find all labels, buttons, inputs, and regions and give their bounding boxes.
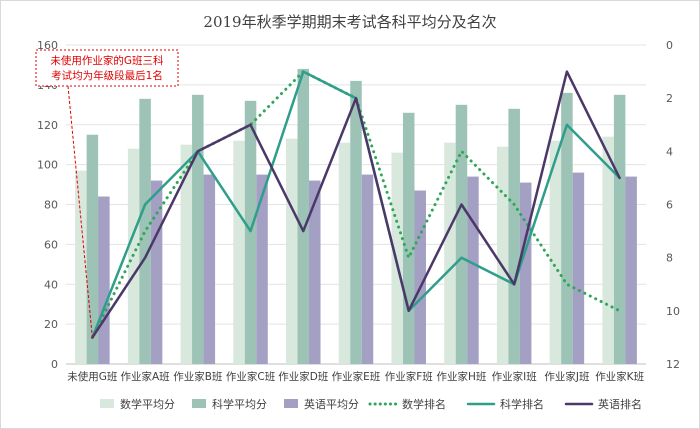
- y-tick-label: 160: [37, 39, 58, 52]
- bar: [192, 94, 204, 364]
- category-label: 作业家H班: [437, 370, 487, 383]
- y-tick-label: 0: [51, 358, 58, 371]
- bar: [286, 138, 298, 364]
- category-label: 作业家B班: [173, 370, 223, 383]
- chart-title: 2019年秋季学期期末考试各科平均分及名次: [203, 13, 496, 31]
- series-line: [91, 70, 621, 339]
- legend-label: 科学平均分: [212, 397, 267, 411]
- bar: [455, 104, 468, 364]
- legend-item: 数学平均分: [100, 397, 175, 411]
- legend-item: 科学排名: [466, 397, 544, 411]
- y-tick-label: 40: [44, 278, 58, 291]
- bar: [350, 80, 362, 364]
- legend-label: 科学排名: [500, 397, 544, 411]
- bar: [203, 174, 216, 364]
- bar: [338, 142, 351, 364]
- bar: [402, 112, 415, 364]
- y2-tick-label: 8: [666, 252, 673, 265]
- legend-swatch: [284, 399, 298, 408]
- y-tick-label: 60: [44, 238, 58, 251]
- bar: [519, 182, 532, 364]
- y2-tick-label: 12: [666, 358, 680, 371]
- bar: [414, 190, 426, 364]
- legend-label: 数学排名: [402, 397, 446, 411]
- legend-item: 数学排名: [368, 397, 446, 411]
- legend-item: 英语排名: [564, 397, 642, 411]
- legend-item: 科学平均分: [192, 397, 267, 411]
- y2-tick-label: 10: [666, 305, 680, 318]
- bar: [75, 170, 87, 364]
- bar: [549, 140, 562, 364]
- bar: [602, 136, 614, 364]
- bar: [508, 108, 520, 364]
- annotation-leader: [67, 85, 93, 338]
- bar: [444, 142, 456, 364]
- y2-tick-label: 4: [666, 145, 673, 158]
- bar: [98, 196, 110, 364]
- category-label: 作业家D班: [278, 370, 329, 383]
- category-label: 作业家F班: [385, 370, 434, 383]
- bar: [309, 180, 321, 364]
- bar: [572, 172, 585, 364]
- y2-tick-label: 2: [666, 92, 673, 105]
- legend-label: 英语排名: [598, 397, 642, 411]
- y2-tick-label: 0: [666, 39, 673, 52]
- y-tick-label: 120: [37, 119, 58, 132]
- category-label: 作业家J班: [544, 370, 590, 383]
- bar: [86, 134, 99, 364]
- y-tick-label: 20: [44, 318, 58, 331]
- category-label: 作业家E班: [332, 370, 381, 383]
- y2-tick-label: 6: [666, 199, 673, 212]
- bar: [361, 174, 374, 364]
- y-tick-label: 80: [44, 199, 58, 212]
- category-label: 未使用G班: [67, 370, 118, 383]
- bar: [233, 140, 245, 364]
- legend-swatch: [100, 399, 114, 408]
- category-label: 作业家I班: [492, 370, 538, 383]
- bar: [561, 92, 573, 364]
- annotation-text: 考试均为年级段最后1名: [51, 69, 163, 82]
- bar: [244, 100, 257, 364]
- bar: [139, 98, 151, 365]
- bar: [297, 68, 310, 365]
- category-label: 作业家A班: [120, 370, 170, 383]
- bar: [391, 152, 403, 364]
- legend-swatch: [192, 399, 206, 408]
- annotation-text: 未使用作业家的G班三科: [50, 54, 164, 67]
- bar: [256, 174, 268, 364]
- bar: [496, 146, 509, 364]
- bar: [150, 180, 163, 364]
- bar: [180, 144, 193, 364]
- y-tick-label: 100: [37, 159, 58, 172]
- legend-label: 数学平均分: [120, 397, 175, 411]
- bar: [613, 94, 626, 364]
- bar: [625, 176, 637, 364]
- legend-item: 英语平均分: [284, 397, 359, 411]
- category-label: 作业家K班: [595, 370, 644, 383]
- category-label: 作业家C班: [226, 370, 276, 383]
- legend-label: 英语平均分: [304, 397, 359, 411]
- annotation-box: [35, 49, 179, 87]
- bar: [467, 176, 479, 364]
